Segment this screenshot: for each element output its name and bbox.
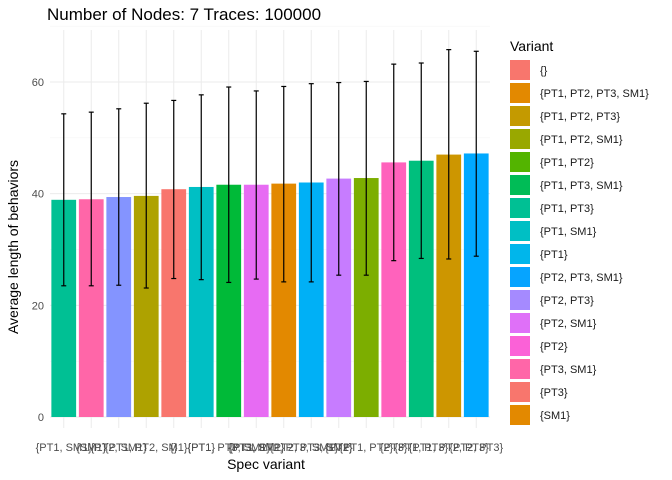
- legend-swatch: [510, 267, 530, 287]
- x-tick-label: {PT1, PT2}: [339, 442, 393, 454]
- legend-label: {PT2, SM1}: [540, 318, 597, 330]
- legend-label: {SM1}: [540, 410, 570, 422]
- x-axis-ticks: {PT1, SM1}{SM1}{PT2, SM1}{PT1, PT2, SM1}…: [36, 442, 504, 454]
- legend-swatch: [510, 382, 530, 402]
- legend: Variant {} {PT1, PT2, PT3, SM1} {PT1, PT2,…: [510, 38, 649, 425]
- x-tick-label: {}: [170, 442, 178, 454]
- legend-swatch: [510, 221, 530, 241]
- legend-swatch: [510, 290, 530, 310]
- y-tick-label: 20: [32, 300, 44, 312]
- x-tick-label: {PT1}: [187, 442, 215, 454]
- legend-swatch: [510, 244, 530, 264]
- legend-label: {PT1, PT3}: [540, 203, 594, 215]
- x-tick-label: {PT2, SM1}: [91, 442, 148, 454]
- legend-swatch: [510, 129, 530, 149]
- x-tick-label: {PT3}: [380, 442, 408, 454]
- y-tick-label: 60: [32, 77, 44, 89]
- legend-label: {PT2, PT3}: [540, 295, 594, 307]
- x-tick-label: {PT1, PT2, SM1}: [105, 442, 188, 454]
- x-tick-label: {PT2, PT3, SM1}: [270, 442, 353, 454]
- legend-swatch: [510, 405, 530, 425]
- legend-label: {PT1, PT2}: [540, 157, 594, 169]
- legend-swatch: [510, 198, 530, 218]
- legend-label: {PT3, SM1}: [540, 364, 597, 376]
- x-tick-label: {PT2}: [325, 442, 353, 454]
- x-tick-label: {PT1, PT3, SM1}: [187, 442, 270, 454]
- legend-title: Variant: [510, 38, 553, 54]
- x-tick-label: {PT2, PT3}: [449, 442, 503, 454]
- legend-swatch: [510, 359, 530, 379]
- x-tick-label: {SM1}: [76, 442, 106, 454]
- x-tick-label: {PT1, PT3}: [394, 442, 448, 454]
- y-axis-ticks: 0 20 40 60: [32, 77, 44, 424]
- legend-label: {}: [540, 65, 548, 77]
- legend-swatch: [510, 336, 530, 356]
- legend-label: {PT1}: [540, 249, 568, 261]
- legend-label: {PT2, PT3, SM1}: [540, 272, 623, 284]
- x-tick-label: {PT3, SM1}: [228, 442, 285, 454]
- y-tick-label: 40: [32, 189, 44, 201]
- x-axis-title: Spec variant: [227, 456, 305, 472]
- legend-swatch: [510, 83, 530, 103]
- legend-swatch: [510, 175, 530, 195]
- x-tick-label: {PT1, SM1}: [36, 442, 93, 454]
- error-bars: [61, 49, 479, 289]
- legend-label: {PT3}: [540, 387, 568, 399]
- legend-label: {PT1, PT2, PT3}: [540, 111, 620, 123]
- legend-swatch: [510, 313, 530, 333]
- x-tick-label: {PT1, PT2, PT3, SM1}: [229, 442, 338, 454]
- legend-label: {PT1, PT2, PT3, SM1}: [540, 88, 649, 100]
- legend-label: {PT1, PT2, SM1}: [540, 134, 623, 146]
- y-tick-label: 0: [38, 412, 44, 424]
- legend-label: {PT1, SM1}: [540, 226, 597, 238]
- legend-label: {PT1, PT3, SM1}: [540, 180, 623, 192]
- legend-label: {PT2}: [540, 341, 568, 353]
- legend-swatch: [510, 152, 530, 172]
- chart-title: Number of Nodes: 7 Traces: 100000: [47, 5, 321, 24]
- legend-swatch: [510, 60, 530, 80]
- x-tick-label: {PT1, PT2, PT3}: [409, 442, 489, 454]
- legend-swatch: [510, 106, 530, 126]
- y-axis-title: Average length of behaviors: [5, 160, 21, 334]
